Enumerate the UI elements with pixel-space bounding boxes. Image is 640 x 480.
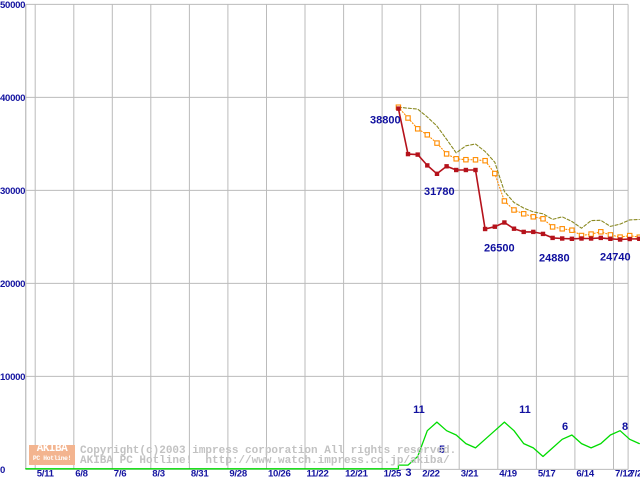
svg-text:7/26: 7/26	[630, 468, 640, 479]
svg-text:26500: 26500	[484, 243, 515, 255]
svg-text:10000: 10000	[0, 372, 25, 383]
svg-text:9/28: 9/28	[229, 468, 247, 479]
svg-text:11: 11	[413, 404, 425, 416]
svg-text:5/17: 5/17	[538, 468, 555, 479]
svg-text:6: 6	[562, 421, 568, 433]
svg-text:38800: 38800	[370, 115, 401, 127]
svg-text:11/22: 11/22	[307, 468, 329, 479]
svg-text:31780: 31780	[424, 186, 455, 198]
svg-text:50000: 50000	[0, 0, 25, 11]
svg-text:24880: 24880	[539, 252, 570, 264]
svg-text:2/22: 2/22	[422, 468, 439, 479]
svg-text:0: 0	[0, 465, 5, 476]
svg-text:20000: 20000	[0, 279, 25, 290]
svg-text:24740: 24740	[600, 251, 631, 263]
svg-text:4/19: 4/19	[499, 468, 516, 479]
svg-text:8/31: 8/31	[191, 468, 209, 479]
svg-text:5/11: 5/11	[37, 468, 55, 479]
svg-text:10/26: 10/26	[268, 468, 291, 479]
svg-text:8/3: 8/3	[152, 468, 164, 479]
svg-text:7/6: 7/6	[114, 468, 126, 479]
svg-text:6/14: 6/14	[576, 468, 594, 479]
svg-text:30000: 30000	[0, 186, 25, 197]
svg-text:3: 3	[405, 467, 411, 479]
svg-text:11: 11	[519, 404, 531, 416]
svg-text:3/21: 3/21	[461, 468, 479, 479]
svg-text:6/8: 6/8	[75, 468, 88, 479]
svg-text:1/25: 1/25	[384, 468, 402, 479]
svg-text:12/21: 12/21	[345, 468, 368, 479]
svg-text:8: 8	[622, 421, 628, 433]
svg-text:40000: 40000	[0, 93, 25, 104]
